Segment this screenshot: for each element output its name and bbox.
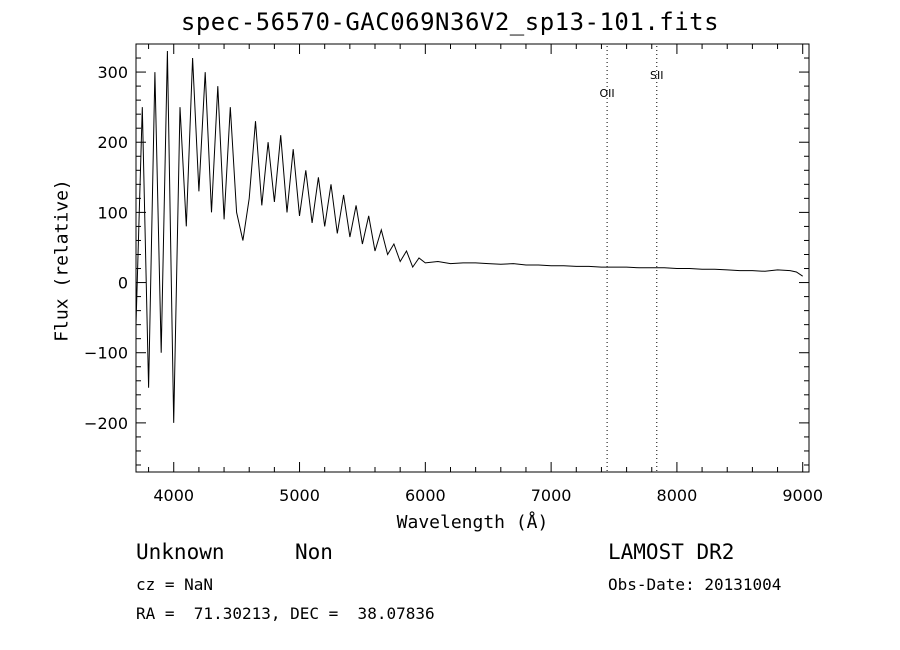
class-label: Unknown	[136, 540, 225, 564]
plot-frame	[135, 43, 810, 473]
coordinates-text: RA = 71.30213, DEC = 38.07836	[136, 604, 435, 623]
y-tick-label: 200	[97, 133, 128, 152]
obs-date-text: Obs-Date: 20131004	[608, 575, 782, 594]
y-tick-label: 100	[97, 203, 128, 222]
survey-label: LAMOST DR2	[608, 540, 735, 564]
y-tick-label: −100	[84, 344, 128, 363]
y-axis-label: Flux (relative)	[51, 179, 73, 342]
x-tick-label: 5000	[279, 486, 320, 505]
spectrum-line	[136, 50, 803, 423]
x-tick-label: 4000	[153, 486, 194, 505]
x-tick-label: 9000	[782, 486, 823, 505]
x-tick-label: 7000	[531, 486, 572, 505]
x-tick-label: 6000	[405, 486, 446, 505]
line-label-oii: OII	[600, 87, 615, 100]
y-tick-label: 300	[97, 63, 128, 82]
x-tick-label: 8000	[657, 486, 698, 505]
cz-text: cz = NaN	[136, 575, 214, 594]
line-label-sii: SII	[650, 69, 663, 82]
chart-title: spec-56570-GAC069N36V2_sp13-101.fits	[180, 8, 720, 36]
x-axis-label: Wavelength (Å)	[396, 512, 549, 533]
subclass-label: Non	[295, 540, 333, 564]
y-tick-label: −200	[84, 414, 128, 433]
y-tick-label: 0	[118, 274, 128, 293]
